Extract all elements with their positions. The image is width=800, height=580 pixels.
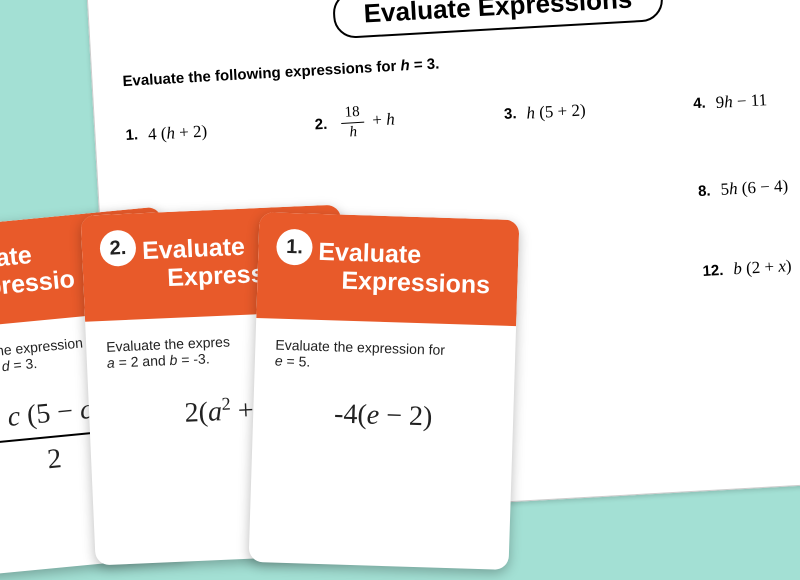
problem-expression: 5h (6 − 4) [720, 176, 789, 200]
worksheet-title: Evaluate Expressions [332, 0, 664, 39]
problem-4: 4. 9h − 11 [692, 76, 800, 122]
fraction: 18 h [340, 105, 365, 141]
card-expression: -4(e − 2) [273, 397, 494, 436]
problem-1: 1. 4 (h + 2) [125, 107, 316, 153]
problem-number: 4. [693, 95, 706, 113]
problem-number: 12. [702, 261, 724, 279]
fraction-denominator: 2 [31, 436, 76, 478]
fraction-denominator: h [345, 123, 361, 141]
card-header: 1. Evaluate Expressions [256, 212, 519, 326]
instruction-suffix: = 3. [409, 55, 440, 74]
problem-12: 12. b (2 + x) [702, 250, 800, 281]
problem-number: 3. [504, 105, 517, 123]
problem-number: 8. [698, 182, 711, 200]
card-body: Evaluate the expression for e = 5. -4(e … [252, 318, 516, 454]
card-title-line2: Expressions [341, 267, 500, 300]
problem-expression: 18 h + h [336, 103, 395, 141]
problem-blank [508, 181, 698, 212]
problem-expression: b (2 + x) [733, 256, 792, 279]
fraction-numerator: 18 [340, 105, 364, 124]
problem-3: 3. h (5 + 2) [503, 86, 694, 132]
problem-expression: 4 (h + 2) [148, 121, 208, 144]
worksheet-instruction: Evaluate the following expressions for h… [122, 31, 800, 90]
problem-number: 1. [125, 126, 138, 144]
problem-expression: 9h − 11 [715, 90, 768, 113]
card-title-line1: Evaluate [318, 238, 422, 269]
problem-expression: h (5 + 2) [526, 100, 586, 123]
problem-blank [513, 261, 703, 292]
worksheet-row-1: 1. 4 (h + 2) 2. 18 h + h 3. h (5 + 2) 4.… [125, 76, 800, 153]
card-number-badge: 2. [99, 229, 137, 267]
instruction-prefix: Evaluate the following expressions for [122, 58, 401, 91]
problem-8: 8. 5h (6 − 4) [698, 171, 800, 202]
card-title: Evaluate Expressions [317, 238, 501, 300]
problem-number: 2. [314, 116, 327, 134]
card-number-badge: 1. [276, 229, 313, 266]
card-title-line1: Evaluate [141, 233, 245, 265]
problem-2: 2. 18 h + h [314, 97, 505, 143]
task-card-1: 1. Evaluate Expressions Evaluate the exp… [249, 212, 520, 570]
